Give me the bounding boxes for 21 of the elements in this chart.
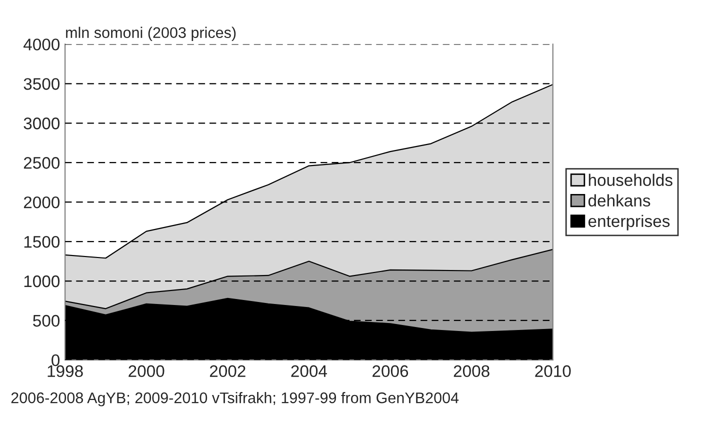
x-tick-label: 2008	[454, 365, 490, 378]
y-tick-label: 2500	[24, 157, 60, 169]
legend-label: dehkans	[588, 194, 650, 207]
x-tick-label: 2000	[128, 365, 164, 378]
y-tick-label: 3500	[24, 78, 60, 90]
y-tick-label: 500	[33, 314, 60, 327]
legend-label: enterprises	[588, 214, 670, 230]
y-tick-label: 3000	[24, 118, 60, 130]
y-tick-label: 0	[52, 354, 60, 366]
x-tick-label: 2002	[210, 365, 246, 378]
y-tick-label: 4000	[23, 38, 60, 50]
x-tick-label: 1998	[48, 365, 83, 378]
x-tick-label: 2006	[372, 365, 408, 378]
x-tick-label: 2010	[535, 365, 571, 378]
text: 2006-2008 AgYB; 2009-2010 vTsifrakh; 1997-99 from GenYB2004	[11, 392, 459, 406]
x-tick-label: 2004	[291, 365, 328, 378]
y-tick-label: 1500	[24, 236, 60, 248]
y-tick-label: 2000	[24, 196, 60, 208]
legend-label: households	[588, 174, 672, 186]
y-axis-title: mln somoni (2003 prices)	[66, 26, 236, 42]
y-tick-label: 1000	[24, 275, 60, 288]
